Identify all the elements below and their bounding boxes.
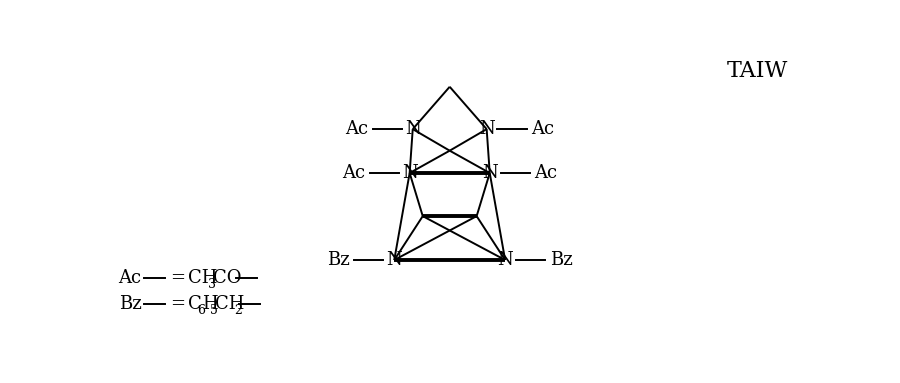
- Text: Ac: Ac: [531, 120, 554, 138]
- Text: Ac: Ac: [342, 164, 365, 182]
- Text: =: =: [170, 295, 185, 313]
- Text: CH: CH: [188, 269, 217, 287]
- Text: Ac: Ac: [119, 269, 141, 287]
- Text: TAIW: TAIW: [727, 60, 788, 82]
- Text: Bz: Bz: [119, 295, 141, 313]
- Text: N: N: [401, 164, 418, 182]
- Text: N: N: [479, 120, 494, 138]
- Text: H: H: [202, 295, 218, 313]
- Text: =: =: [170, 269, 185, 287]
- Text: Ac: Ac: [345, 120, 368, 138]
- Text: 5: 5: [211, 304, 218, 318]
- Text: CH: CH: [215, 295, 244, 313]
- Text: C: C: [188, 295, 202, 313]
- Text: N: N: [482, 164, 498, 182]
- Text: Ac: Ac: [535, 164, 557, 182]
- Text: Bz: Bz: [550, 251, 572, 269]
- Text: N: N: [498, 251, 513, 269]
- Text: CO: CO: [213, 269, 241, 287]
- Text: Bz: Bz: [327, 251, 349, 269]
- Text: N: N: [386, 251, 402, 269]
- Text: N: N: [405, 120, 420, 138]
- Text: 2: 2: [235, 304, 242, 318]
- Text: 3: 3: [208, 278, 216, 291]
- Text: 6: 6: [197, 304, 205, 318]
